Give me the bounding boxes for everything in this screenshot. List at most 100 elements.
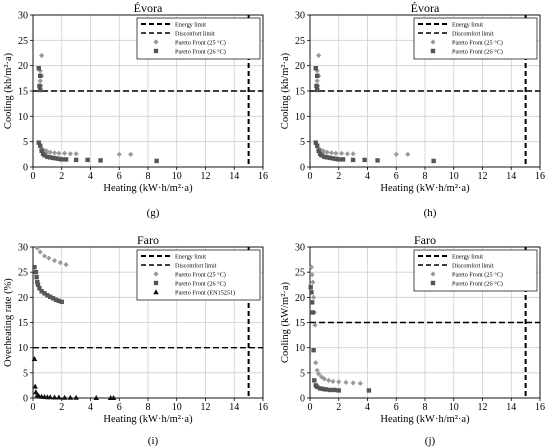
- x-tick-label: 12: [478, 402, 488, 413]
- x-tick-label: 16: [258, 402, 268, 413]
- series-0: [314, 52, 411, 157]
- data-point: [48, 155, 53, 160]
- legend-entry: Pareto Front (25 °C): [175, 39, 226, 46]
- data-point: [35, 280, 40, 285]
- data-point: [314, 78, 320, 84]
- data-point: [308, 264, 315, 270]
- data-point: [327, 155, 333, 161]
- data-point: [39, 148, 44, 153]
- x-tick-label: 12: [201, 402, 211, 413]
- data-point: [357, 380, 363, 387]
- data-point: [45, 293, 50, 298]
- data-point: [313, 140, 318, 145]
- x-tick-label: 8: [146, 171, 151, 182]
- data-point: [51, 394, 58, 400]
- legend-entry: Discomfort limit: [452, 30, 494, 37]
- data-point: [340, 157, 346, 162]
- x-tick-label: 14: [506, 171, 516, 182]
- y-tick-label: 5: [300, 137, 305, 148]
- data-point: [332, 387, 337, 393]
- data-point: [333, 156, 339, 162]
- y-tick-label: 30: [18, 243, 28, 254]
- y-tick-label: 20: [18, 61, 28, 72]
- legend-entry: Disconfort limit: [175, 30, 215, 37]
- x-tick-label: 10: [449, 171, 459, 182]
- data-point: [41, 253, 48, 259]
- data-point: [67, 151, 73, 157]
- data-point: [42, 153, 47, 158]
- legend-entry: Discomfort limit: [175, 262, 217, 269]
- x-tick-label: 6: [117, 402, 122, 413]
- data-point: [42, 291, 47, 296]
- data-point: [36, 66, 41, 71]
- x-tick-label: 6: [394, 171, 399, 182]
- legend: Energy limit Discomfort limit Pareto Front…: [413, 249, 538, 292]
- y-tick-label: 0: [300, 163, 305, 174]
- x-tick-label: 8: [423, 402, 428, 413]
- data-point: [50, 155, 56, 161]
- legend-entry: Pareto Front (26 °C): [175, 280, 226, 287]
- data-point: [330, 156, 336, 161]
- data-point: [316, 52, 322, 59]
- data-point: [339, 150, 345, 156]
- data-point: [320, 386, 326, 392]
- chart-title: Évora: [134, 1, 163, 15]
- x-tick-label: 8: [423, 171, 428, 182]
- data-point: [98, 158, 103, 163]
- y-axis-label: Cooling (kh/m²·a): [280, 52, 291, 129]
- data-point: [59, 157, 64, 162]
- y-tick-label: 5: [23, 368, 28, 379]
- legend-marker-swatch: [430, 39, 436, 45]
- series-2: [31, 355, 117, 400]
- series-1: [308, 285, 372, 393]
- data-point: [328, 150, 335, 156]
- y-tick-label: 15: [18, 318, 28, 329]
- data-point: [63, 262, 69, 268]
- y-tick-label: 25: [18, 36, 28, 47]
- data-point: [375, 158, 380, 163]
- data-point: [37, 249, 43, 255]
- legend-entry: Pareto Front (25 °C): [452, 271, 503, 278]
- data-point: [128, 151, 134, 157]
- legend-marker-swatch: [153, 271, 159, 277]
- data-point: [309, 300, 315, 305]
- data-point: [317, 386, 323, 391]
- y-tick-label: 20: [295, 61, 305, 72]
- y-tick-label: 20: [295, 293, 305, 304]
- x-tick-label: 6: [117, 171, 122, 182]
- data-point: [322, 154, 327, 160]
- data-point: [350, 380, 356, 386]
- data-point: [48, 294, 53, 300]
- data-point: [63, 157, 69, 162]
- chart-panel-j: 0 2 4 6 8 10 12 14 16 0 5 10 15 20 25 30 Faro Heating (kW…: [280, 233, 545, 447]
- data-point: [154, 158, 159, 164]
- chart-panel-g: 0 2 4 6 8 10 12 14 16 0 5 10 15 20 25 30 Évora Heating (k…: [3, 1, 268, 219]
- y-tick-label: 10: [18, 343, 28, 354]
- legend-marker-swatch: [430, 48, 436, 54]
- y-tick-label: 10: [295, 112, 305, 123]
- data-point: [314, 73, 320, 78]
- y-tick-label: 10: [18, 112, 28, 123]
- data-point: [51, 150, 58, 156]
- x-tick-label: 8: [146, 402, 151, 413]
- y-axis-label: Overheating rate (%): [3, 278, 14, 367]
- data-point: [325, 155, 330, 160]
- data-point: [57, 260, 63, 266]
- chart-title: Évora: [411, 1, 440, 15]
- data-point: [431, 158, 436, 164]
- y-tick-label: 10: [295, 343, 305, 354]
- legend-entry: Pareto Front (26 °C): [175, 48, 226, 55]
- data-point: [39, 52, 45, 59]
- x-tick-label: 10: [449, 402, 459, 413]
- y-tick-label: 15: [18, 87, 28, 98]
- data-point: [313, 360, 319, 366]
- x-tick-label: 6: [394, 402, 399, 413]
- data-point: [333, 150, 339, 156]
- data-point: [312, 378, 317, 383]
- data-point: [62, 150, 68, 156]
- data-point: [344, 151, 350, 157]
- x-tick-label: 16: [535, 402, 545, 413]
- y-tick-label: 30: [295, 11, 305, 22]
- data-point: [36, 140, 41, 145]
